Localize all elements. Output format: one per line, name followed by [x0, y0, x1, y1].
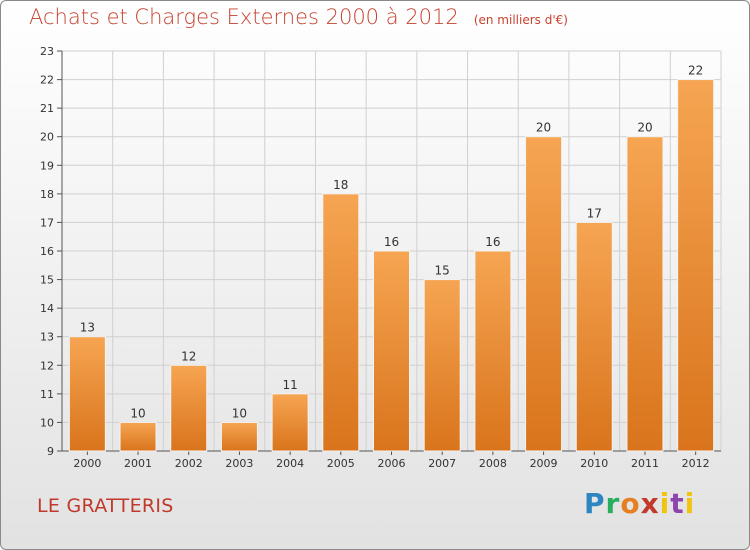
data-label: 13	[80, 321, 95, 335]
data-label: 16	[485, 235, 500, 249]
logo-letter: i	[659, 487, 671, 520]
y-tick-label: 11	[40, 388, 54, 401]
data-label: 18	[333, 178, 348, 192]
data-label: 11	[282, 378, 297, 392]
x-tick-label: 2007	[428, 457, 456, 470]
y-tick-label: 12	[40, 359, 54, 372]
data-label: 16	[384, 235, 399, 249]
x-tick-label: 2000	[73, 457, 101, 470]
bar	[677, 79, 715, 452]
x-tick-label: 2012	[682, 457, 710, 470]
y-tick-label: 22	[40, 74, 54, 87]
data-label: 12	[181, 349, 196, 363]
logo-letter: i	[684, 487, 696, 520]
y-tick-label: 10	[40, 416, 54, 429]
axes: 9 10 11 12 13 14 15 16 17 18 19 20 21 22 23 2000 2001 200…	[40, 45, 721, 470]
chart-unit-label: (en milliers d'€)	[473, 13, 568, 27]
chart-title-text: Achats et Charges Externes 2000 à 2012	[29, 5, 459, 29]
x-tick-label: 2003	[225, 457, 253, 470]
x-tick-label: 2005	[327, 457, 355, 470]
labels: 13 10 12 10 11 18 16 15 16 20 17 20 22	[80, 64, 704, 421]
x-tick-label: 2009	[530, 457, 558, 470]
chart-title: Achats et Charges Externes 2000 à 2012 (…	[29, 5, 568, 29]
bar	[68, 336, 106, 452]
data-label: 20	[637, 121, 652, 135]
y-tick-label: 16	[40, 245, 54, 258]
data-label: 20	[536, 121, 551, 135]
x-tick-label: 2008	[479, 457, 507, 470]
data-label: 17	[587, 206, 602, 220]
x-tick-label: 2006	[378, 457, 406, 470]
proxiti-logo: Proxiti	[584, 487, 695, 520]
logo-letter: x	[640, 487, 660, 520]
logo-letter: o	[620, 487, 641, 520]
data-label: 10	[130, 406, 145, 420]
commune-name: LE GRATTERIS	[37, 495, 174, 517]
x-tick-label: 2001	[124, 457, 152, 470]
y-tick-label: 23	[40, 45, 54, 58]
data-label: 10	[232, 406, 247, 420]
bar	[271, 393, 309, 452]
y-tick-label: 19	[40, 159, 54, 172]
y-tick-label: 14	[40, 302, 54, 315]
bar	[322, 193, 360, 452]
bar	[525, 136, 563, 452]
bar	[170, 364, 208, 452]
x-tick-label: 2010	[580, 457, 608, 470]
bar	[626, 136, 664, 452]
bar	[220, 421, 258, 452]
logo-letter: t	[670, 487, 685, 520]
data-label: 15	[435, 264, 450, 278]
y-tick-label: 9	[47, 445, 54, 458]
bars	[68, 79, 715, 452]
bar	[373, 250, 410, 452]
y-tick-label: 21	[40, 102, 54, 115]
x-tick-label: 2004	[276, 457, 304, 470]
y-tick-label: 17	[40, 216, 54, 229]
data-label: 22	[688, 64, 703, 78]
logo-letter: r	[605, 487, 621, 520]
bar	[575, 221, 613, 452]
x-tick-label: 2011	[631, 457, 659, 470]
logo-letter: P	[584, 487, 606, 520]
y-tick-label: 15	[40, 274, 54, 287]
bar	[119, 421, 157, 452]
bar	[423, 279, 461, 452]
bar	[474, 250, 512, 452]
y-tick-label: 13	[40, 331, 54, 344]
y-tick-label: 20	[40, 131, 54, 144]
x-tick-label: 2002	[175, 457, 203, 470]
y-tick-label: 18	[40, 188, 54, 201]
